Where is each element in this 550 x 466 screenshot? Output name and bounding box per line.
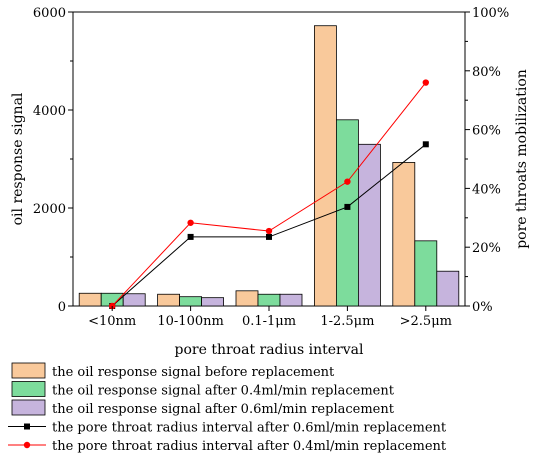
- legend-swatch-bar: [11, 362, 46, 379]
- bar-series3-4: [357, 143, 381, 307]
- line-marker-circle-2: [187, 219, 194, 226]
- bar-series1-4: [313, 25, 337, 307]
- lines: [109, 79, 429, 310]
- line-marker-square-2: [187, 233, 194, 240]
- legend-label: the pore throat radius interval after 0.…: [52, 421, 447, 436]
- legend-swatch-bar: [11, 399, 46, 416]
- legend-marker-circle: [23, 441, 31, 449]
- bar-series3-3: [279, 293, 303, 307]
- bar-series3-1: [122, 293, 146, 307]
- bar-series1-2: [157, 293, 181, 307]
- left-axis: 0 2000 4000 6000: [33, 6, 73, 315]
- bar-series1-3: [235, 290, 259, 307]
- x-tick-label: 0.1-1μm: [242, 314, 296, 329]
- y2-tick-label: 0%: [472, 300, 493, 315]
- bar-series1-5: [392, 162, 416, 307]
- x-axis: <10nm 10-100nm 0.1-1μm 1-2.5μm >2.5μm: [88, 306, 452, 329]
- line-marker-circle-4: [344, 178, 351, 185]
- y-tick-label: 0: [58, 300, 66, 315]
- bar-series3-5: [436, 270, 460, 307]
- x-tick-label: <10nm: [88, 314, 136, 329]
- bar-series3-2: [201, 297, 225, 307]
- x-tick-label: 10-100nm: [157, 314, 223, 329]
- y2-tick-label: 60%: [472, 124, 501, 139]
- bar-series2-3: [257, 293, 281, 307]
- legend: the oil response signal before replaceme…: [8, 362, 447, 454]
- y-axis-title: oil response signal: [10, 92, 26, 225]
- bars: [78, 25, 460, 307]
- y2-axis-title: pore throats mobilization: [514, 69, 530, 249]
- line-marker-square-3: [266, 233, 272, 240]
- y-tick-label: 2000: [33, 202, 66, 217]
- bar-series2-5: [414, 240, 438, 307]
- bar-series2-2: [179, 296, 203, 307]
- line-marker-square-4: [344, 203, 351, 210]
- legend-label: the oil response signal before replaceme…: [52, 365, 335, 380]
- right-axis: 0% 20% 40% 60% 80% 100%: [465, 6, 509, 315]
- y-tick-label: 6000: [33, 6, 66, 21]
- y2-tick-label: 40%: [472, 182, 501, 197]
- legend-label: the pore throat radius interval after 0.…: [52, 439, 447, 454]
- legend-label: the oil response signal after 0.4ml/min …: [52, 384, 395, 399]
- legend-swatch-bar: [11, 381, 46, 397]
- y2-tick-label: 80%: [472, 65, 501, 80]
- x-tick-label: >2.5μm: [400, 314, 452, 329]
- y2-tick-label: 100%: [472, 6, 509, 21]
- x-tick-label: 1-2.5μm: [320, 314, 374, 329]
- bar-series1-1: [78, 292, 102, 307]
- line-marker-circle-3: [265, 227, 273, 235]
- y-tick-label: 4000: [33, 104, 66, 119]
- line-marker-square-5: [422, 141, 429, 148]
- y2-tick-label: 20%: [472, 241, 501, 256]
- bar-series2-4: [335, 119, 359, 307]
- line-marker-circle-5: [422, 79, 429, 86]
- legend-label: the oil response signal after 0.6ml/min …: [52, 402, 395, 417]
- x-axis-title: pore throat radius interval: [175, 342, 364, 358]
- legend-marker-square: [24, 423, 30, 430]
